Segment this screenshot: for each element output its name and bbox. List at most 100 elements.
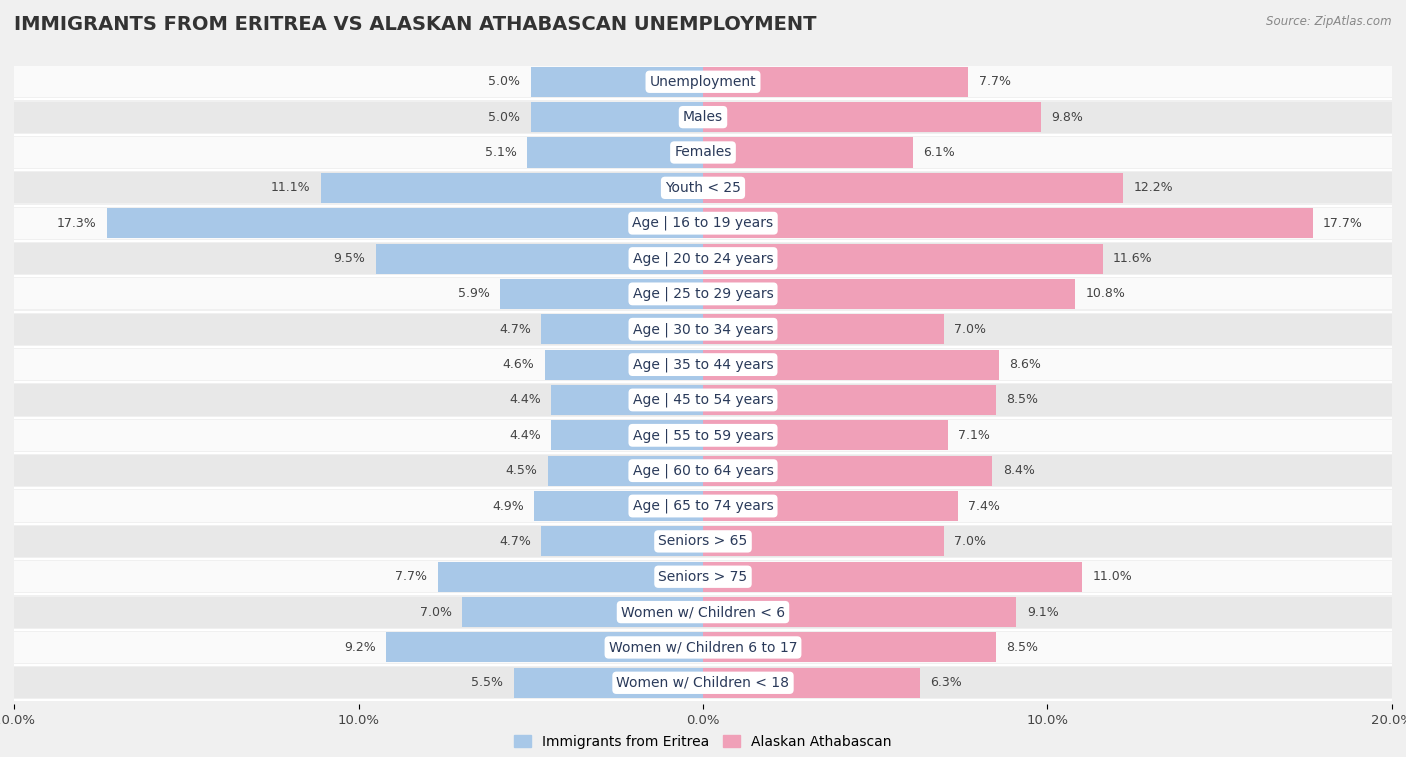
Text: 5.0%: 5.0% [488,111,520,123]
Text: 10.8%: 10.8% [1085,288,1125,301]
Bar [703,102,1040,132]
Bar [703,279,1076,309]
Bar [703,244,1102,273]
Text: 6.3%: 6.3% [931,676,962,690]
Text: 11.6%: 11.6% [1114,252,1153,265]
Bar [551,385,703,415]
Text: 9.2%: 9.2% [344,641,375,654]
Bar [703,385,995,415]
Bar [703,597,1017,627]
Bar [703,456,993,486]
Bar [703,632,995,662]
Bar [14,207,1392,238]
Bar [14,173,1392,204]
Text: Women w/ Children < 18: Women w/ Children < 18 [616,676,790,690]
Bar [703,668,920,698]
Text: Youth < 25: Youth < 25 [665,181,741,195]
Text: 4.6%: 4.6% [502,358,534,371]
Text: Age | 65 to 74 years: Age | 65 to 74 years [633,499,773,513]
Text: Age | 25 to 29 years: Age | 25 to 29 years [633,287,773,301]
Bar [703,208,1313,238]
Bar [703,67,969,97]
Bar [14,561,1392,592]
Bar [14,313,1392,344]
Text: 8.6%: 8.6% [1010,358,1042,371]
Bar [531,67,703,97]
Bar [703,138,912,167]
Bar [14,137,1392,168]
Bar [14,597,1392,628]
Text: Unemployment: Unemployment [650,75,756,89]
Bar [14,243,1392,274]
Text: 17.3%: 17.3% [58,217,97,229]
Bar [14,526,1392,557]
Bar [531,102,703,132]
Bar [14,385,1392,416]
Bar [513,668,703,698]
Bar [703,173,1123,203]
Bar [14,491,1392,522]
Bar [461,597,703,627]
Bar [437,562,703,592]
Bar [541,314,703,344]
Text: 5.9%: 5.9% [457,288,489,301]
Text: 11.1%: 11.1% [271,182,311,195]
Text: 8.5%: 8.5% [1007,394,1038,407]
Text: 8.5%: 8.5% [1007,641,1038,654]
Text: Women w/ Children 6 to 17: Women w/ Children 6 to 17 [609,640,797,655]
Text: IMMIGRANTS FROM ERITREA VS ALASKAN ATHABASCAN UNEMPLOYMENT: IMMIGRANTS FROM ERITREA VS ALASKAN ATHAB… [14,15,817,34]
Text: 9.1%: 9.1% [1026,606,1059,618]
Text: 6.1%: 6.1% [924,146,955,159]
Legend: Immigrants from Eritrea, Alaskan Athabascan: Immigrants from Eritrea, Alaskan Athabas… [515,734,891,749]
Text: Age | 20 to 24 years: Age | 20 to 24 years [633,251,773,266]
Bar [548,456,703,486]
Text: 7.0%: 7.0% [955,535,987,548]
Text: Age | 60 to 64 years: Age | 60 to 64 years [633,463,773,478]
Bar [14,349,1392,380]
Bar [14,420,1392,451]
Text: Age | 16 to 19 years: Age | 16 to 19 years [633,216,773,230]
Bar [14,632,1392,663]
Text: 5.5%: 5.5% [471,676,503,690]
Bar [499,279,703,309]
Bar [703,491,957,521]
Text: 8.4%: 8.4% [1002,464,1035,477]
Text: 7.7%: 7.7% [979,75,1011,89]
Text: 7.0%: 7.0% [955,322,987,336]
Text: 9.5%: 9.5% [333,252,366,265]
Text: Source: ZipAtlas.com: Source: ZipAtlas.com [1267,15,1392,28]
Text: Seniors > 65: Seniors > 65 [658,534,748,548]
Bar [387,632,703,662]
Text: 7.7%: 7.7% [395,570,427,583]
Text: Age | 55 to 59 years: Age | 55 to 59 years [633,428,773,443]
Text: 7.0%: 7.0% [419,606,451,618]
Bar [14,66,1392,98]
Bar [14,101,1392,132]
Bar [541,526,703,556]
Bar [703,562,1083,592]
Text: 4.4%: 4.4% [509,428,541,442]
Bar [703,350,1000,379]
Text: 4.5%: 4.5% [506,464,537,477]
Text: 9.8%: 9.8% [1050,111,1083,123]
Text: 4.7%: 4.7% [499,322,531,336]
Text: 11.0%: 11.0% [1092,570,1132,583]
Text: Age | 45 to 54 years: Age | 45 to 54 years [633,393,773,407]
Text: 4.9%: 4.9% [492,500,524,512]
Bar [527,138,703,167]
Bar [14,279,1392,310]
Text: 4.4%: 4.4% [509,394,541,407]
Bar [703,526,945,556]
Text: Women w/ Children < 6: Women w/ Children < 6 [621,605,785,619]
Bar [544,350,703,379]
Text: Males: Males [683,110,723,124]
Text: Females: Females [675,145,731,160]
Bar [703,314,945,344]
Text: 5.0%: 5.0% [488,75,520,89]
Text: 12.2%: 12.2% [1133,182,1173,195]
Bar [375,244,703,273]
Text: Age | 35 to 44 years: Age | 35 to 44 years [633,357,773,372]
Text: 17.7%: 17.7% [1323,217,1362,229]
Text: 7.4%: 7.4% [969,500,1000,512]
Bar [703,420,948,450]
